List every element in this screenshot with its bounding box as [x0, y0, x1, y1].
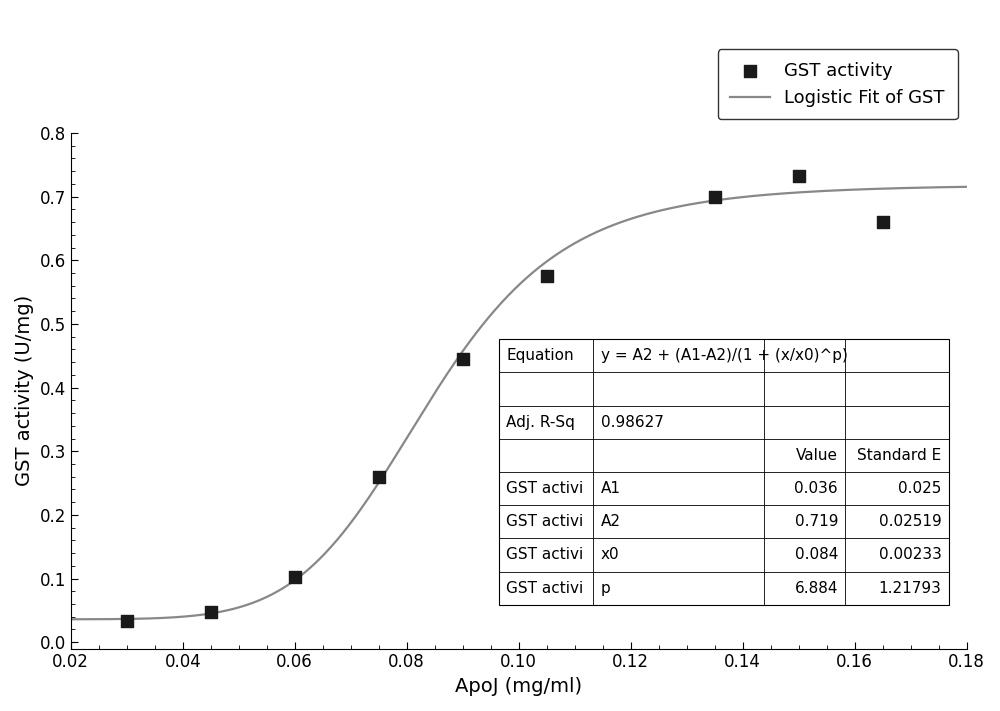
Text: Equation: Equation: [506, 348, 574, 363]
Y-axis label: GST activity (U/mg): GST activity (U/mg): [15, 295, 34, 486]
Point: [203, 606, 219, 617]
Text: y = A2 + (A1-A2)/(1 + (x/x0)^p): y = A2 + (A1-A2)/(1 + (x/x0)^p): [601, 348, 847, 363]
Point: [875, 216, 891, 228]
Text: 6.884: 6.884: [795, 581, 838, 596]
Text: 0.02519: 0.02519: [879, 514, 941, 529]
Point: [287, 571, 303, 582]
Text: Value: Value: [796, 448, 838, 463]
Text: x0: x0: [601, 547, 619, 562]
Point: [707, 191, 723, 203]
Point: [119, 616, 135, 627]
Legend: GST activity, Logistic Fit of GST: GST activity, Logistic Fit of GST: [718, 49, 958, 119]
Text: Adj. R-Sq: Adj. R-Sq: [506, 415, 575, 429]
Point: [455, 353, 471, 365]
Text: 0.084: 0.084: [795, 547, 838, 562]
Text: A1: A1: [601, 481, 621, 496]
Point: [791, 170, 807, 181]
Text: 0.98627: 0.98627: [601, 415, 663, 429]
Point: [371, 471, 387, 482]
Text: A2: A2: [601, 514, 621, 529]
Text: Standard E: Standard E: [857, 448, 941, 463]
Point: [539, 270, 555, 282]
Text: 0.036: 0.036: [794, 481, 838, 496]
Text: 0.025: 0.025: [898, 481, 941, 496]
Text: p: p: [601, 581, 610, 596]
Text: GST activi: GST activi: [506, 514, 583, 529]
Text: GST activi: GST activi: [506, 581, 583, 596]
Bar: [499, 339, 949, 605]
Text: 1.21793: 1.21793: [879, 581, 941, 596]
Text: 0.719: 0.719: [795, 514, 838, 529]
X-axis label: ApoJ (mg/ml): ApoJ (mg/ml): [455, 677, 582, 696]
Text: GST activi: GST activi: [506, 481, 583, 496]
Text: GST activi: GST activi: [506, 547, 583, 562]
Text: 0.00233: 0.00233: [879, 547, 941, 562]
